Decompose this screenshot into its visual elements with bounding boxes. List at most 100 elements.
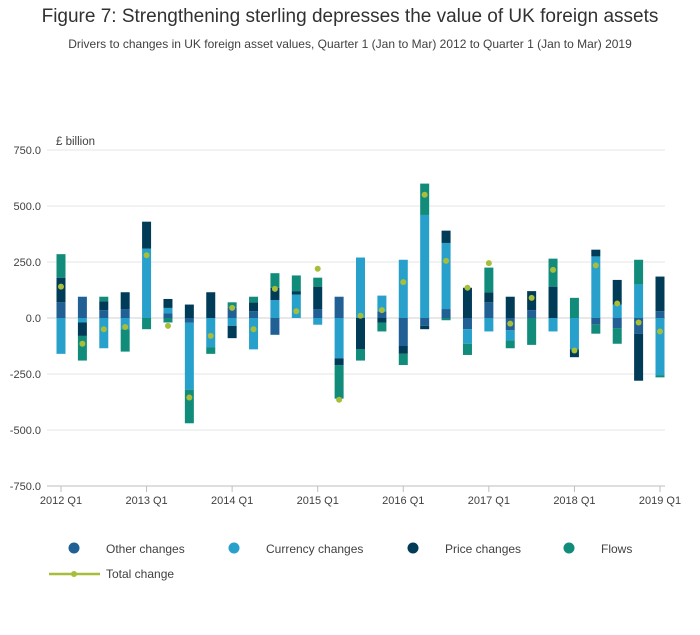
chart-title: Figure 7: Strengthening sterling depress… <box>41 6 659 27</box>
bar-currency <box>270 300 280 318</box>
bar-price <box>591 249 601 257</box>
total-change-point <box>657 328 663 335</box>
total-change-point <box>250 326 257 333</box>
bar-currency <box>548 318 558 332</box>
x-axis: 2012 Q1 2013 Q1 2014 Q1 2015 Q1 2016 Q1 2017 … <box>40 485 681 507</box>
bar-other <box>56 302 66 318</box>
bar-currency <box>634 284 644 318</box>
bar-other <box>377 311 387 318</box>
total-change-point <box>186 394 193 401</box>
bar-currency <box>206 318 216 348</box>
bar-flows <box>377 322 387 332</box>
bar-flows <box>634 259 644 285</box>
bar-other <box>441 309 451 318</box>
bar-currency <box>377 295 387 312</box>
bar-flows <box>120 329 130 352</box>
bar-currency <box>142 248 152 318</box>
bar-currency <box>398 259 408 318</box>
bar-currency <box>99 318 109 349</box>
bar-price <box>634 333 644 381</box>
bars-layer <box>56 183 665 424</box>
bar-flows <box>163 318 173 323</box>
bar-currency <box>462 329 472 344</box>
y-axis: -750.0 -500.0 -250.0 0.0 250.0 500.0 750.0 <box>10 145 41 493</box>
total-change-point <box>507 320 514 327</box>
bar-other <box>184 318 194 323</box>
bar-other <box>313 309 323 318</box>
bar-price <box>484 292 494 303</box>
total-change-point <box>464 284 471 291</box>
bar-currency <box>163 307 173 314</box>
total-change-point <box>528 294 535 301</box>
x-tick-label: 2016 Q1 <box>382 495 424 507</box>
bar-flows <box>270 273 280 288</box>
total-change-point <box>614 300 621 307</box>
bar-price <box>398 346 408 354</box>
y-tick-label: 750.0 <box>13 145 41 157</box>
bar-price <box>462 287 472 318</box>
total-change-point <box>443 257 450 264</box>
legend-label-price: Price changes <box>445 542 521 556</box>
y-tick-label: -500.0 <box>10 425 41 437</box>
bar-flows <box>184 389 194 424</box>
bar-flows <box>56 254 66 278</box>
total-change-point <box>400 279 407 286</box>
bar-other <box>120 309 130 318</box>
bar-currency <box>313 318 323 325</box>
total-change-point <box>143 252 150 259</box>
total-change-point <box>550 266 557 273</box>
y-tick-label: -750.0 <box>10 481 41 493</box>
bar-other <box>163 313 173 318</box>
bar-price <box>441 230 451 243</box>
bar-price <box>313 286 323 310</box>
total-change-point <box>314 265 321 272</box>
bar-price <box>120 292 130 310</box>
bar-price <box>227 325 237 339</box>
y-tick-label: 0.0 <box>26 313 41 325</box>
bar-price <box>184 304 194 318</box>
bar-other <box>334 296 344 318</box>
total-points-layer <box>58 191 663 403</box>
bar-other <box>484 302 494 318</box>
bar-currency <box>249 318 259 350</box>
bar-price <box>548 286 558 318</box>
total-change-point <box>635 319 642 326</box>
bar-other <box>227 307 237 318</box>
bar-other <box>398 318 408 346</box>
bar-other <box>612 318 622 329</box>
x-tick-label: 2013 Q1 <box>125 495 167 507</box>
bar-flows <box>462 343 472 355</box>
total-change-point <box>357 312 364 319</box>
x-tick-label: 2018 Q1 <box>553 495 595 507</box>
y-axis-unit-label: £ billion <box>56 136 95 148</box>
legend-marker-total <box>71 571 77 577</box>
total-change-point <box>571 347 578 354</box>
bar-flows <box>591 324 601 334</box>
bar-other <box>462 318 472 330</box>
bar-flows <box>99 296 109 302</box>
total-change-point <box>485 260 492 267</box>
bar-currency <box>505 330 515 341</box>
x-tick-label: 2012 Q1 <box>40 495 82 507</box>
bar-price <box>206 292 216 318</box>
bar-price <box>356 318 365 350</box>
bar-other <box>655 311 665 318</box>
x-tick-label: 2017 Q1 <box>468 495 510 507</box>
bar-other <box>270 318 280 335</box>
bar-flows <box>484 267 494 293</box>
total-change-point <box>58 283 64 290</box>
total-change-point <box>592 262 599 269</box>
total-change-point <box>229 304 236 311</box>
total-change-point <box>336 396 343 403</box>
bar-flows <box>505 340 515 349</box>
legend-label-currency: Currency changes <box>266 542 363 556</box>
bar-flows <box>398 353 408 366</box>
legend-label-flows: Flows <box>601 542 632 556</box>
bar-price <box>99 301 109 311</box>
bar-currency <box>591 256 601 318</box>
bar-flows <box>612 328 622 344</box>
total-change-point <box>207 332 214 339</box>
bar-price <box>249 302 259 312</box>
bar-flows <box>291 275 301 292</box>
legend-label-total: Total change <box>106 567 174 581</box>
